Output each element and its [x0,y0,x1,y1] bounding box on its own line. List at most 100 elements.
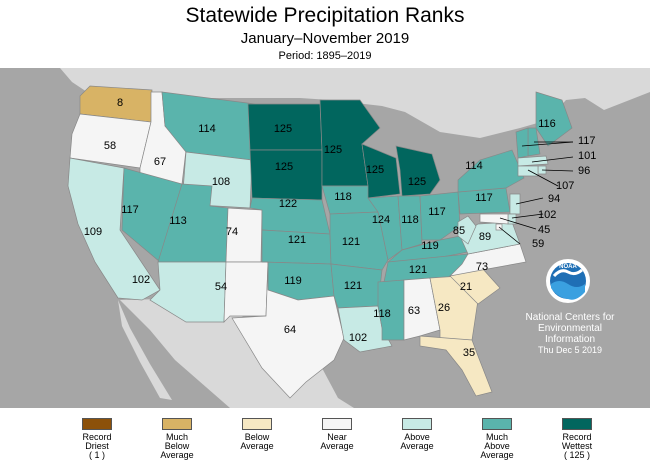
legend-label-line: Below [244,432,270,442]
legend-label-line: Above [404,432,430,442]
legend-swatch [482,418,512,430]
noaa-logo-text: NOAA [559,264,577,270]
legend-swatch [162,418,192,430]
rank-label-de: 102 [538,209,556,221]
rank-label-ky: 119 [421,240,439,252]
legend-item-below: Below Average [222,418,292,451]
legend-label-line: Average [320,441,354,451]
rank-label-tn: 121 [409,264,427,276]
rank-label-id: 67 [154,156,166,168]
state-polygons [67,85,573,399]
legend-label-line: Record [562,432,592,442]
map-subtitle: January–November 2019 [240,30,410,47]
legend-label-line: Much [165,432,188,442]
rank-label-in: 118 [401,214,419,226]
rank-label-ar: 121 [344,280,362,292]
rank-label-wv: 85 [453,225,465,237]
legend-label-line: ( 1 ) [88,450,105,460]
us-precipitation-map: 8586710911711410811310274541251251221211… [0,68,650,408]
rank-label-ks: 121 [288,234,306,246]
state-ny [457,149,525,193]
rank-label-md: 45 [538,224,550,236]
state-md [479,213,509,225]
map-period: Period: 1895–2019 [278,50,372,62]
credit-line-1: National Centers for [525,312,615,323]
rank-label-nd: 125 [274,123,292,135]
map-title: Statewide Precipitation Ranks [185,4,465,27]
state-in [397,195,423,251]
state-fl [419,335,493,397]
leader-line-md [499,217,537,230]
leader-line-vt [521,141,574,147]
rank-label-ma: 101 [578,150,596,162]
state-rank-labels: 8586710911711410811310274541251251221211… [84,97,597,359]
legend-item-record-driest: Record Driest ( 1 ) [62,418,132,460]
rank-label-nv: 117 [121,204,139,216]
rank-label-sc: 21 [460,281,472,293]
legend-item-above: Above Average [382,418,452,451]
rank-label-wi: 125 [366,164,384,176]
state-ma [517,155,549,167]
rank-label-sd: 125 [275,161,293,173]
legend-label-line: Average [400,441,434,451]
legend-item-near: Near Average [302,418,372,451]
state-me [535,91,573,147]
legend-item-much-below: Much Below Average [142,418,212,460]
rank-label-ut: 113 [169,215,187,227]
rank-label-ct: 107 [556,180,574,192]
canada-landmass [60,68,650,138]
state-nj [509,193,521,215]
leader-line-ct [527,169,559,187]
legend-label-line: Average [480,450,514,460]
legend-label-line: Much [485,432,508,442]
leader-line-de [511,213,544,219]
legend-swatch [322,418,352,430]
rank-label-ri: 96 [578,165,590,177]
legend-label-line: Driest [85,441,109,451]
legend-item-much-above: Much Above Average [462,418,532,460]
legend-label-line: Average [160,450,194,460]
credit-line-3: Information [544,334,596,345]
rank-label-pa: 117 [475,192,493,204]
rank-label-ok: 119 [284,275,302,287]
legend: Record Driest ( 1 ) Much Below Average B… [62,418,602,473]
noaa-logo: NOAA [546,259,590,303]
legend-item-record-wettest: Record Wettest ( 125 ) [542,418,612,460]
state-al [403,277,441,341]
rank-label-nc: 73 [476,261,488,273]
rank-label-ia: 118 [334,191,352,203]
legend-label-line: Near [327,432,347,442]
state-sd [249,149,323,201]
rank-label-fl: 35 [463,347,475,359]
legend-label-line: Below [164,441,190,451]
state-vt [515,127,529,159]
rank-label-nh: 117 [578,135,596,147]
rank-label-va: 89 [479,231,491,243]
rank-label-ca: 109 [84,226,102,238]
rank-label-nj: 94 [548,193,560,205]
legend-label-line: Record [82,432,112,442]
leader-line-ma [531,156,574,163]
rank-label-me: 116 [538,118,556,130]
leader-line-dc [498,226,521,245]
leader-line-nj [515,197,544,205]
rank-label-la: 102 [349,332,367,344]
credit-block: National Centers for Environmental Infor… [510,312,630,356]
rank-label-az: 102 [132,274,150,286]
rank-label-or: 58 [104,140,116,152]
leader-line-ri [541,169,574,172]
rank-label-ga: 26 [438,302,450,314]
state-tx [231,261,345,399]
rank-label-mo: 121 [342,236,360,248]
rank-label-wa: 8 [117,97,123,109]
leader-lines [498,141,574,245]
rank-label-nm: 54 [215,281,227,293]
legend-swatch [562,418,592,430]
legend-label-line: ( 125 ) [563,450,590,460]
state-ct [517,165,539,177]
rank-label-dc: 59 [532,238,544,250]
rank-label-al: 63 [408,305,420,317]
state-mi [395,145,441,197]
legend-label-line: Above [484,441,510,451]
legend-label-line: Average [240,441,274,451]
